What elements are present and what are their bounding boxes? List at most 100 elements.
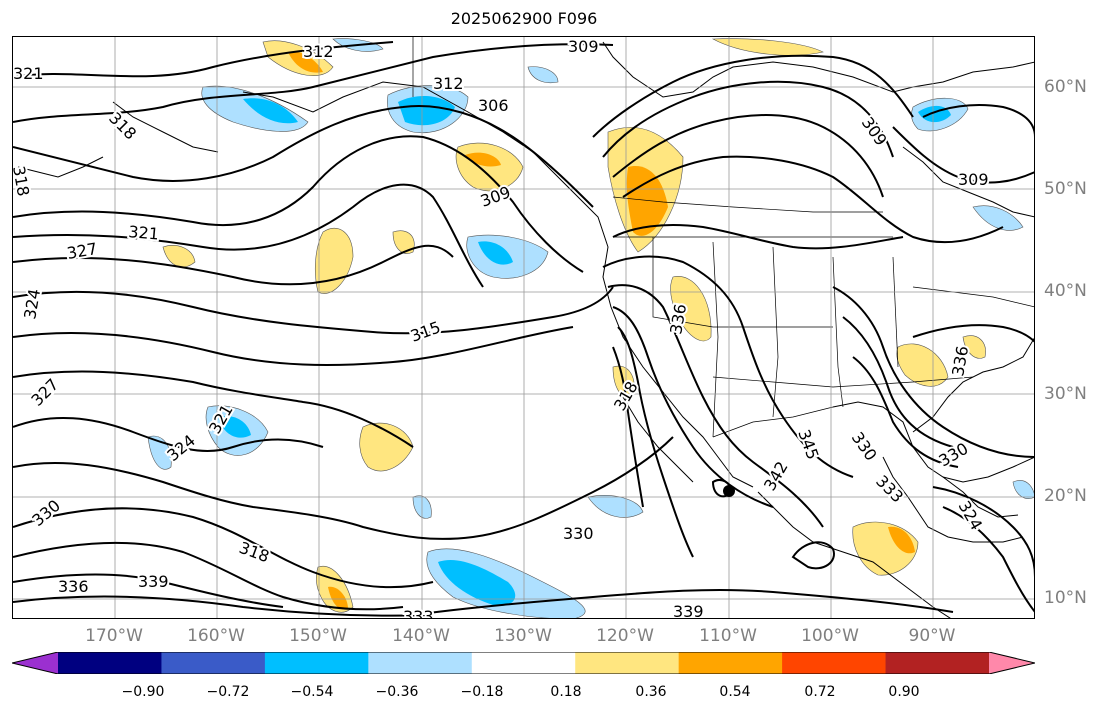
colorbar-segment: [471, 652, 576, 674]
lon-label-150w: 150°W: [289, 626, 347, 646]
shade-patch: [888, 526, 915, 554]
contour-label: 330: [28, 496, 64, 530]
coastline: [17, 156, 104, 178]
lat-label-30n: 30°N: [1044, 384, 1087, 404]
colorbar-tick: −0.90: [121, 684, 165, 700]
colorbar-tick: −0.54: [290, 684, 334, 700]
shade-patch: [962, 335, 986, 359]
shade-patch: [314, 227, 354, 294]
contour-line: [932, 486, 1034, 578]
contour-line: [412, 588, 954, 616]
colorbar-extend-left: [12, 652, 58, 674]
contour-label: 339: [138, 572, 169, 591]
lon-label-120w: 120°W: [596, 626, 654, 646]
lat-label-60n: 60°N: [1044, 77, 1087, 97]
shade-patch: [392, 230, 415, 254]
colorbar-segment: [678, 652, 783, 674]
contour-label: 318: [237, 538, 272, 566]
contour-layer: [13, 41, 1034, 617]
contour-line: [602, 80, 894, 158]
lon-label-110w: 110°W: [699, 626, 757, 646]
colorbar-segment: [575, 652, 680, 674]
shade-patch: [478, 241, 513, 265]
contour-line: [13, 244, 454, 286]
state-border: [712, 241, 719, 438]
contour-line: [612, 224, 904, 250]
colorbar-tick: −0.18: [460, 684, 504, 700]
contour-line: [592, 54, 914, 138]
coastline: [832, 401, 1034, 483]
contour-line: [622, 155, 1004, 244]
lat-label-10n: 10°N: [1044, 588, 1087, 608]
shade-patch: [147, 435, 172, 470]
contour-line: [13, 43, 614, 123]
contour-label: 333: [403, 607, 434, 619]
coastline: [622, 396, 694, 483]
lon-label-170w: 170°W: [85, 626, 143, 646]
lat-label-40n: 40°N: [1044, 281, 1087, 301]
colorbar-tick: −0.36: [375, 684, 419, 700]
lon-label-160w: 160°W: [187, 626, 245, 646]
lat-label-50n: 50°N: [1044, 179, 1087, 199]
colorbar-tick: 0.54: [719, 684, 751, 700]
contour-label: 312: [433, 74, 464, 93]
coastline: [757, 491, 951, 618]
shade-patch: [398, 95, 455, 126]
coastline: [942, 476, 1019, 518]
contour-line: [13, 41, 394, 78]
colorbar: [12, 652, 1035, 674]
contour-label: 330: [563, 524, 594, 543]
contour-label: 327: [65, 239, 98, 263]
contour-label: 321: [128, 222, 160, 244]
contour-line: [13, 595, 434, 617]
shade-patch: [438, 559, 516, 606]
contour-label: 321: [13, 64, 44, 83]
contour-line: [612, 346, 644, 508]
contour-line: [13, 416, 324, 453]
colorbar-segment: [161, 652, 266, 674]
shade-patch: [972, 205, 1024, 231]
contour-line: [607, 284, 824, 528]
colorbar-tick: −0.72: [206, 684, 250, 700]
coastline: [902, 146, 1034, 218]
colorbar-segment: [368, 652, 473, 674]
lat-label-20n: 20°N: [1044, 486, 1087, 506]
contour-line: [13, 183, 484, 288]
colorbar-extend-right: [989, 652, 1035, 674]
contour-line: [922, 104, 1034, 138]
closed-low-center: [723, 485, 735, 497]
contour-line: [912, 324, 1034, 343]
shade-patch: [465, 152, 501, 167]
colorbar-tick: 0.36: [635, 684, 667, 700]
state-border: [832, 256, 844, 408]
map-plot-area: 321 318 318 327 321 324 327 330 336 339 324 321 318 3…: [12, 36, 1035, 619]
shade-patch: [527, 66, 559, 84]
contour-line: [791, 541, 835, 570]
colorbar-tick: 0.90: [888, 684, 920, 700]
contour-label: 312: [303, 42, 334, 61]
state-border: [712, 406, 834, 438]
contour-label: 345: [794, 427, 822, 462]
lon-label-100w: 100°W: [801, 626, 859, 646]
contour-line: [832, 286, 1034, 458]
contour-line: [942, 506, 1034, 613]
lon-label-140w: 140°W: [392, 626, 450, 646]
contour-line: [13, 135, 584, 273]
contour-label: 309: [858, 113, 891, 149]
contour-label: 324: [20, 287, 44, 320]
contour-line: [13, 370, 414, 448]
shade-patch: [162, 245, 196, 268]
contour-line: [617, 326, 694, 558]
colorbar-segment: [264, 652, 369, 674]
contour-label: 318: [610, 378, 642, 414]
coastline: [882, 456, 1024, 543]
contour-line: [842, 316, 954, 448]
shade-patch: [1012, 480, 1034, 499]
contour-label: 309: [958, 170, 989, 189]
state-border: [912, 286, 1034, 308]
shading-layer: [147, 38, 1034, 618]
shade-patch: [243, 98, 298, 124]
shade-patch: [218, 416, 251, 438]
shade-patch: [288, 51, 323, 73]
state-border: [772, 246, 779, 418]
